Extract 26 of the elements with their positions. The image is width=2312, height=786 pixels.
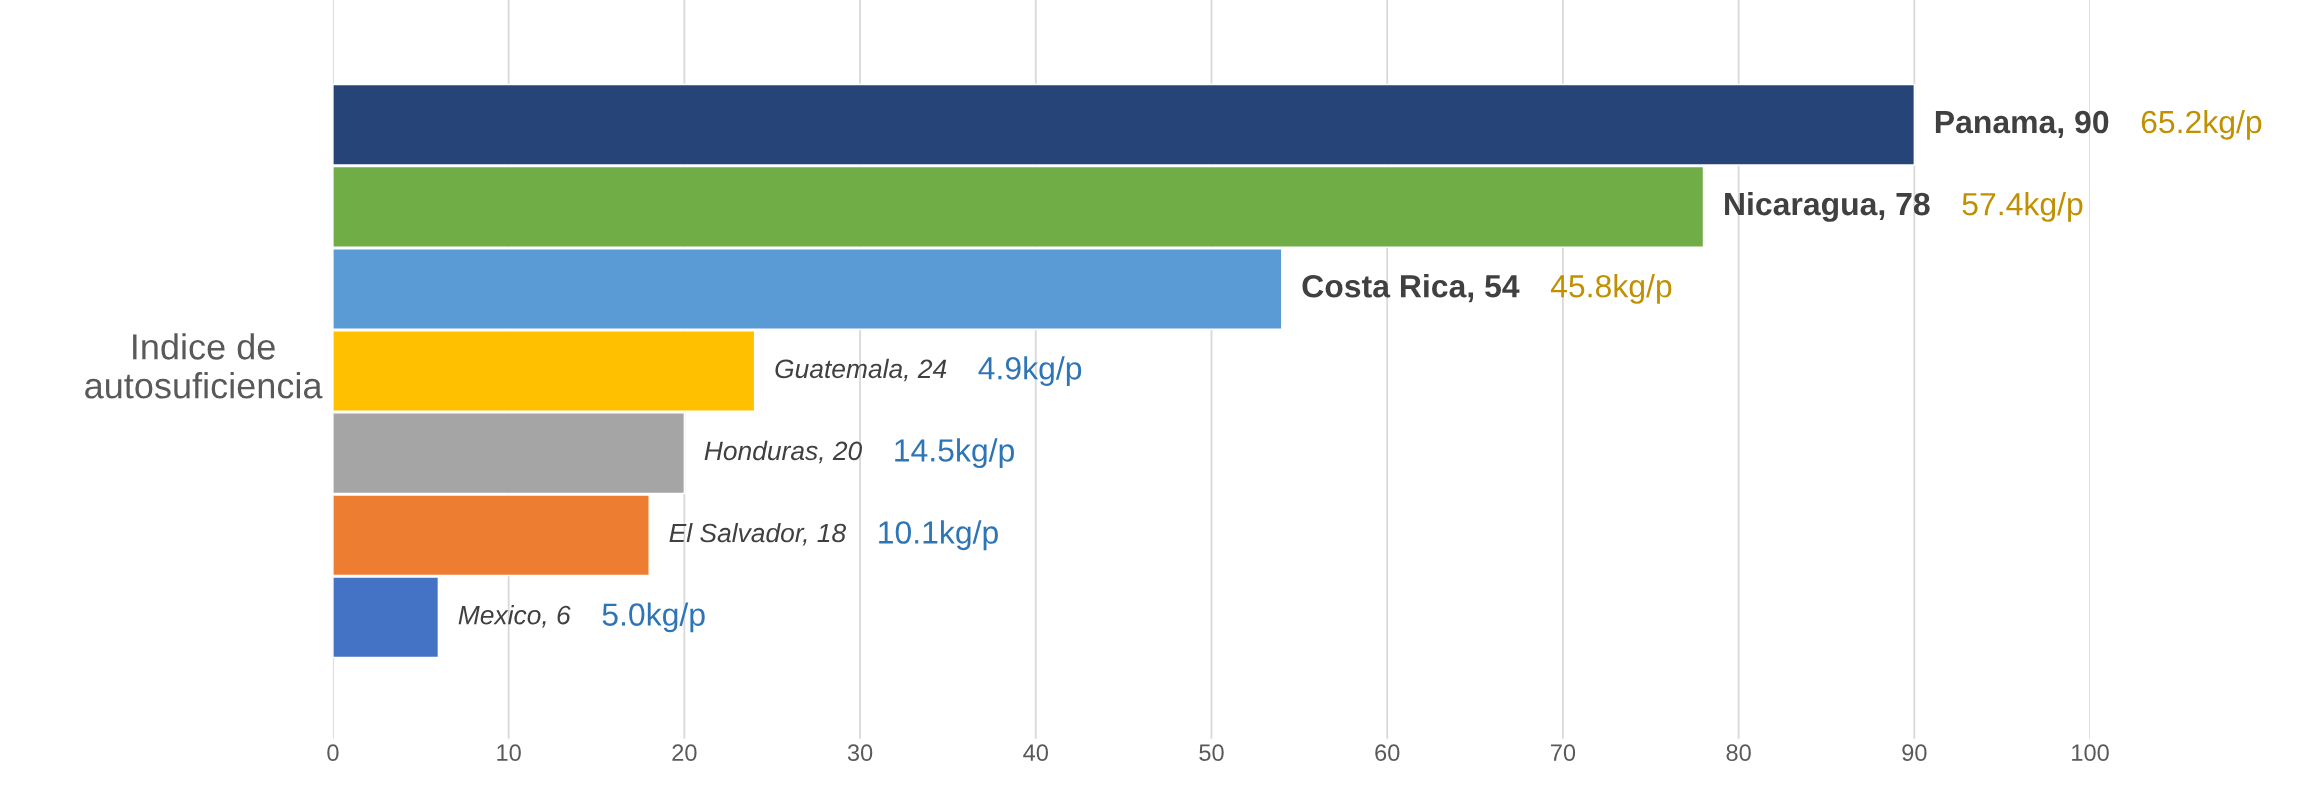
x-tick-label: 20 <box>672 744 697 762</box>
y-axis-title: Indice de autosuficiencia <box>85 333 323 399</box>
data-label: Honduras, 20 <box>704 440 863 464</box>
x-tick-label: 50 <box>1199 744 1224 762</box>
annotation: 45.8kg/p <box>1550 274 1672 304</box>
x-tick-label: 70 <box>1550 744 1576 762</box>
data-label: Guatemala, 24 <box>775 358 947 382</box>
x-tick-label: 90 <box>1902 744 1927 762</box>
data-label: Mexico, 6 <box>458 605 571 628</box>
text: 65.2kg/p <box>2141 109 2262 140</box>
x-tick-label: 0 <box>327 744 339 762</box>
data-label: Costa Rica, 54 <box>1302 274 1520 303</box>
x-tick-label: 10 <box>497 744 521 762</box>
annotation: 10.1kg/p <box>879 520 998 551</box>
annotation: 4.9kg/p <box>978 356 1082 386</box>
x-tick-label: 60 <box>1375 744 1400 762</box>
annotation: 57.4kg/p <box>1962 191 2083 222</box>
x-tick-label: 30 <box>847 744 873 762</box>
data-label: El Salvador, 18 <box>669 522 847 546</box>
x-tick-label: 100 <box>2072 744 2109 762</box>
x-tick-label: 40 <box>1023 744 1048 762</box>
data-label: Panama, 90 <box>1935 110 2109 138</box>
annotation: 14.5kg/p <box>895 438 1014 469</box>
x-tick-label: 80 <box>1726 744 1751 762</box>
annotation: 5.0kg/p <box>602 602 705 633</box>
data-label: Nicaragua, 78 <box>1725 191 1930 222</box>
